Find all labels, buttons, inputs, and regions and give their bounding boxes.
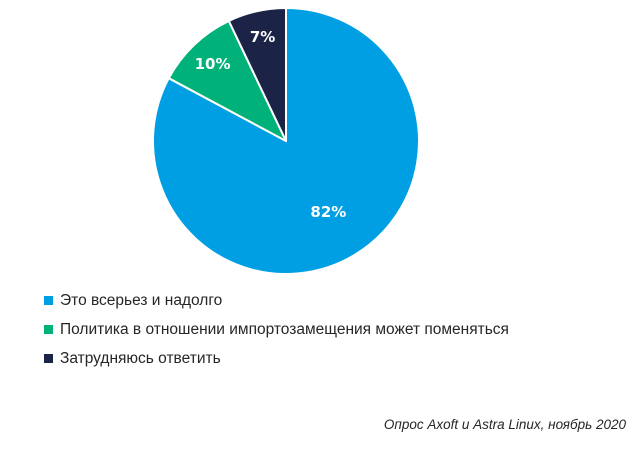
- slice-data-label: 10%: [195, 55, 231, 73]
- slice-data-label: 82%: [310, 203, 346, 221]
- legend-label: Это всерьез и надолго: [60, 291, 223, 309]
- legend-item: Затрудняюсь ответить: [44, 344, 509, 373]
- slice-data-label: 7%: [250, 28, 275, 46]
- legend: Это всерьез и надолго Политика в отношен…: [44, 286, 509, 373]
- pie-slice-labels: 82% 10% 7%: [195, 28, 347, 221]
- pie-chart: 82% 10% 7%: [152, 7, 421, 275]
- source-note: Опрос Axoft и Astra Linux, ноябрь 2020: [383, 417, 626, 432]
- legend-swatch: [44, 296, 53, 305]
- legend-label: Политика в отношении импортозамещения мо…: [60, 320, 509, 338]
- legend-item: Это всерьез и надолго: [44, 286, 509, 315]
- legend-swatch: [44, 354, 53, 363]
- pie-slice: [167, 19, 287, 142]
- legend-label: Затрудняюсь ответить: [60, 349, 221, 367]
- legend-swatch: [44, 325, 53, 334]
- pie-slice: [227, 7, 287, 142]
- pie-slices: [152, 7, 421, 275]
- legend-item: Политика в отношении импортозамещения мо…: [44, 315, 509, 344]
